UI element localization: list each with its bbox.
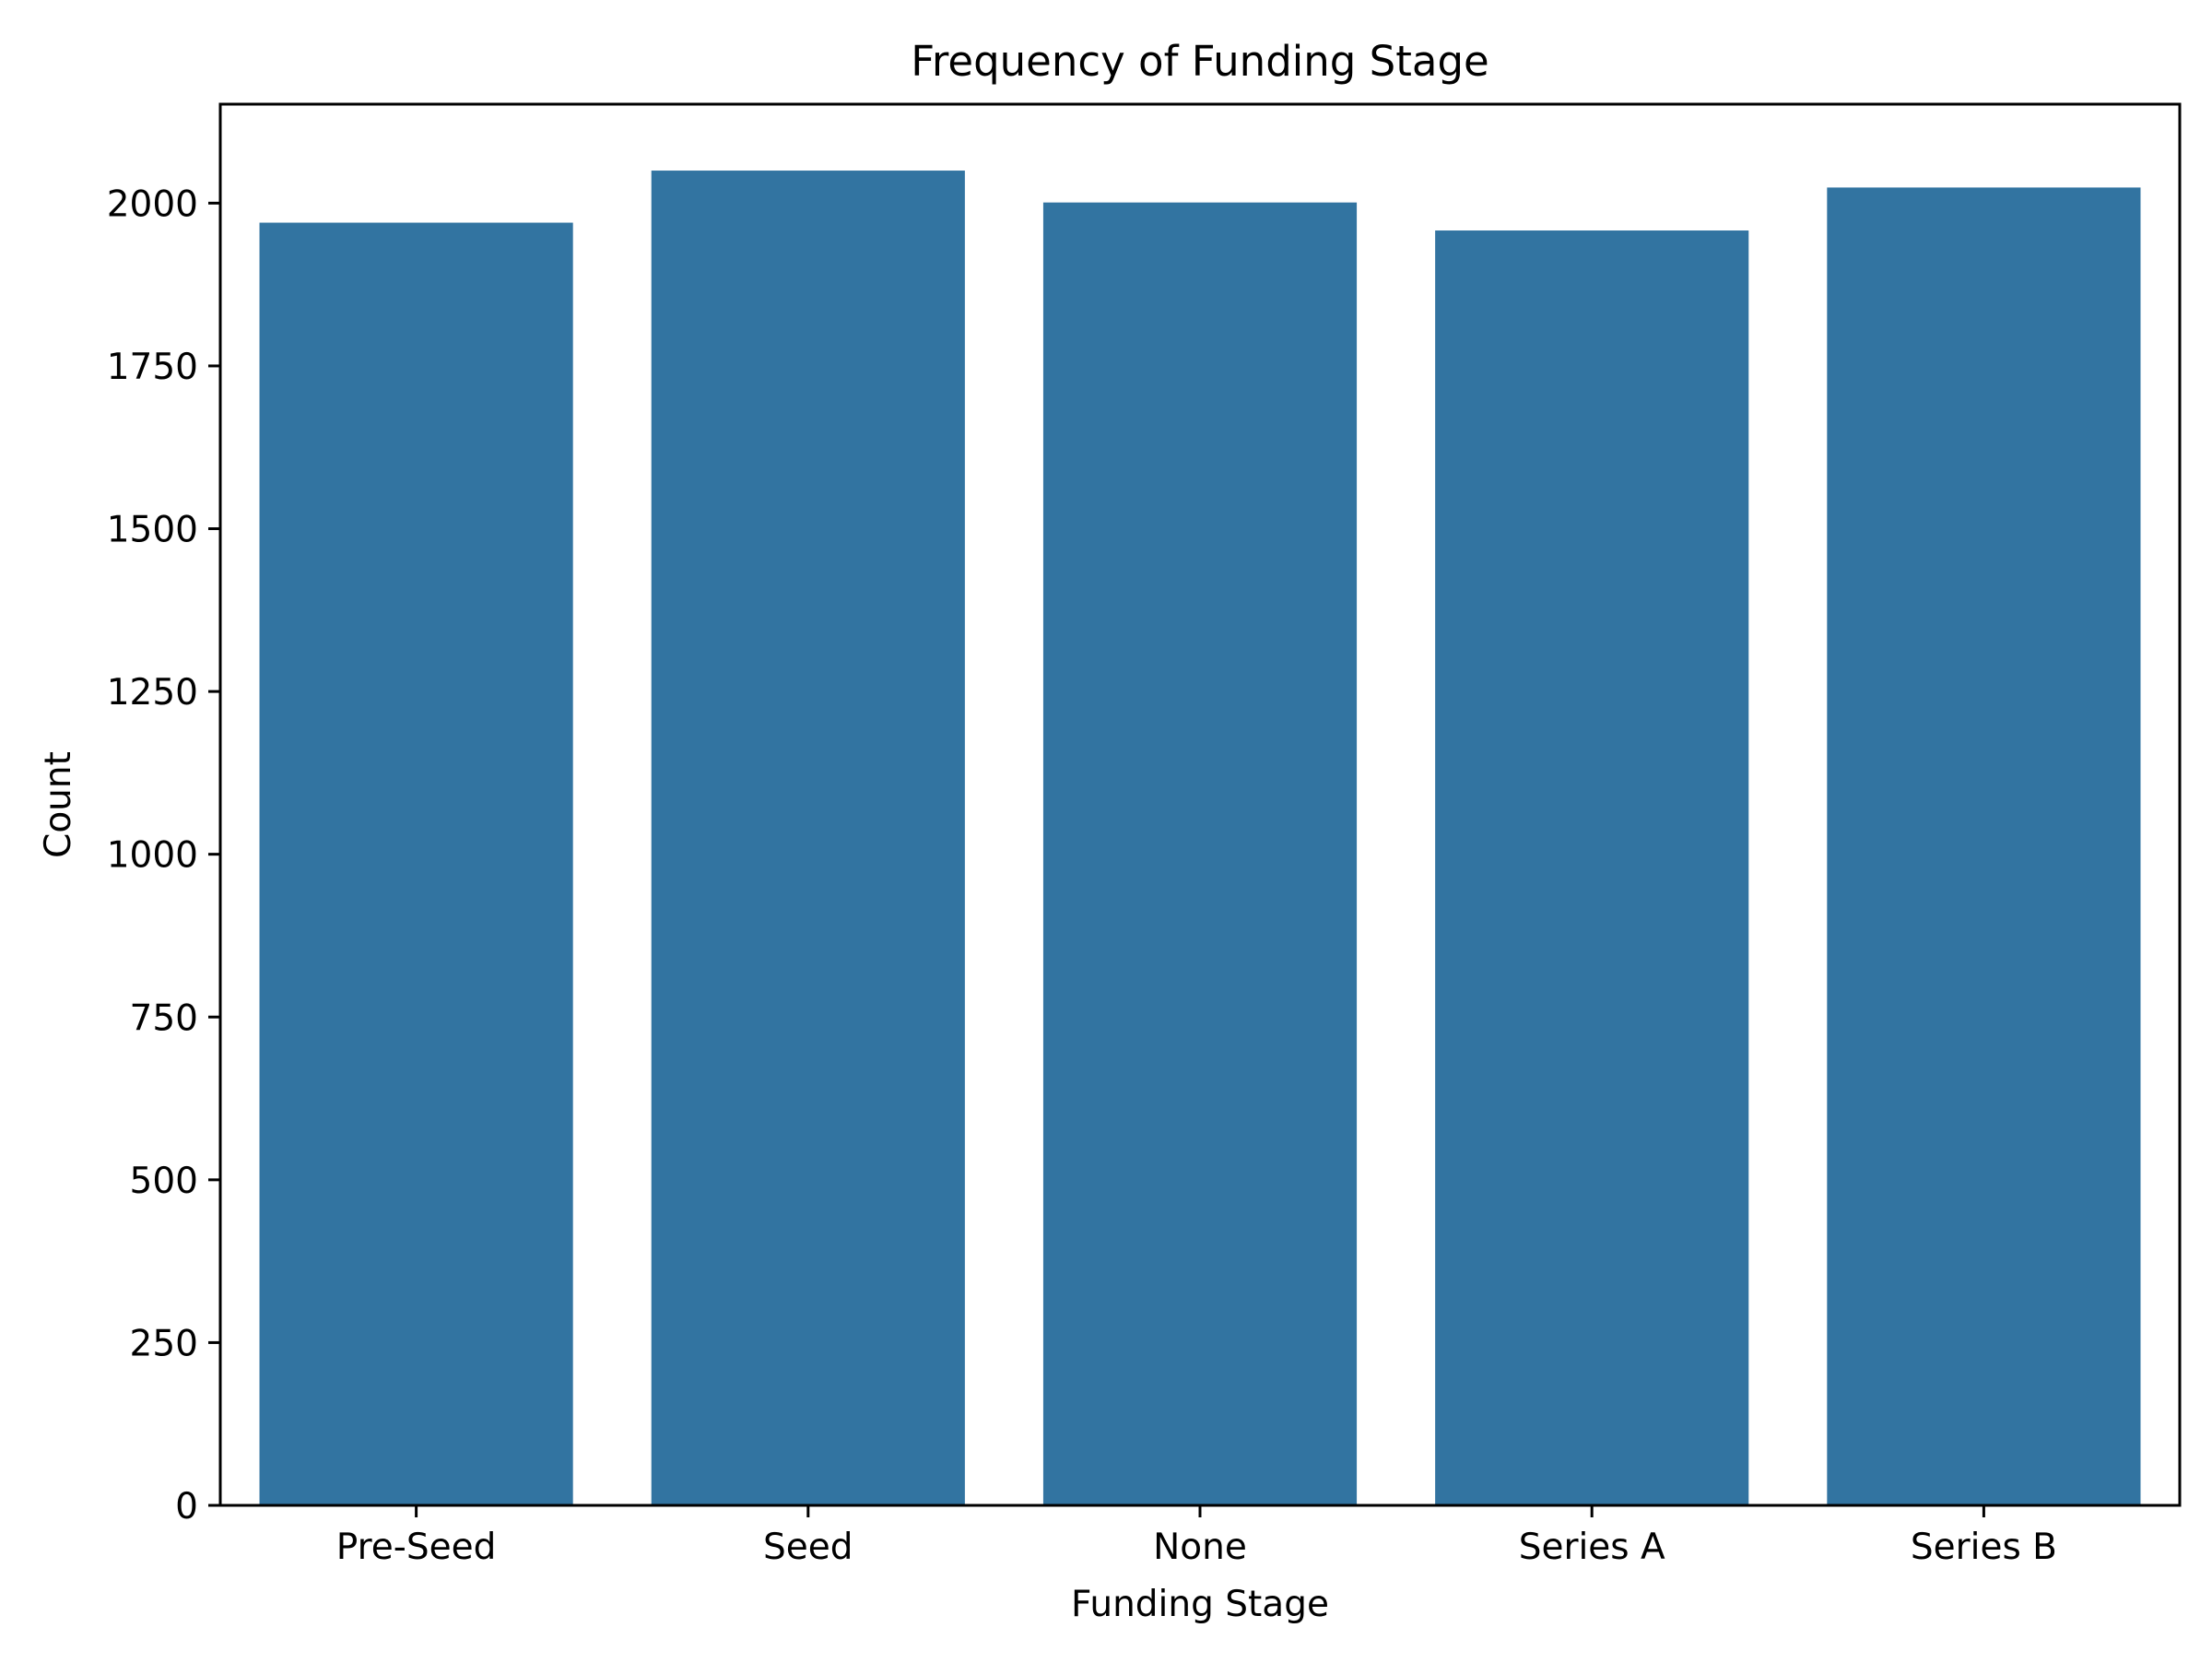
y-tick-label: 500 [130,1161,198,1202]
y-axis: 0 250 500 750 1000 1250 1500 1750 2000 [107,183,220,1527]
x-axis-label: Funding Stage [1071,1584,1329,1625]
x-tick-label: None [1153,1527,1247,1568]
x-axis: Pre-Seed Seed None Series A Series B [336,1505,2057,1568]
bars-group [259,171,2141,1506]
y-tick-label: 1000 [107,835,198,877]
y-tick-label: 1250 [107,672,198,714]
bar-pre-seed [259,222,573,1506]
y-tick-label: 1750 [107,347,198,388]
bar-series-b [1827,187,2141,1505]
y-tick-label: 0 [175,1486,198,1527]
x-tick-label: Pre-Seed [336,1527,497,1568]
y-axis-label: Count [38,751,79,858]
y-tick-label: 250 [130,1323,198,1364]
bar-series-a [1435,230,1749,1506]
x-tick-label: Series A [1519,1527,1665,1568]
bar-seed [651,171,965,1505]
y-tick-label: 750 [130,997,198,1039]
x-tick-label: Seed [763,1527,853,1568]
x-tick-label: Series B [1911,1527,2057,1568]
chart-title: Frequency of Funding Stage [911,37,1488,86]
y-tick-label: 2000 [107,183,198,225]
y-tick-label: 1500 [107,510,198,551]
bar-none [1042,202,1358,1505]
